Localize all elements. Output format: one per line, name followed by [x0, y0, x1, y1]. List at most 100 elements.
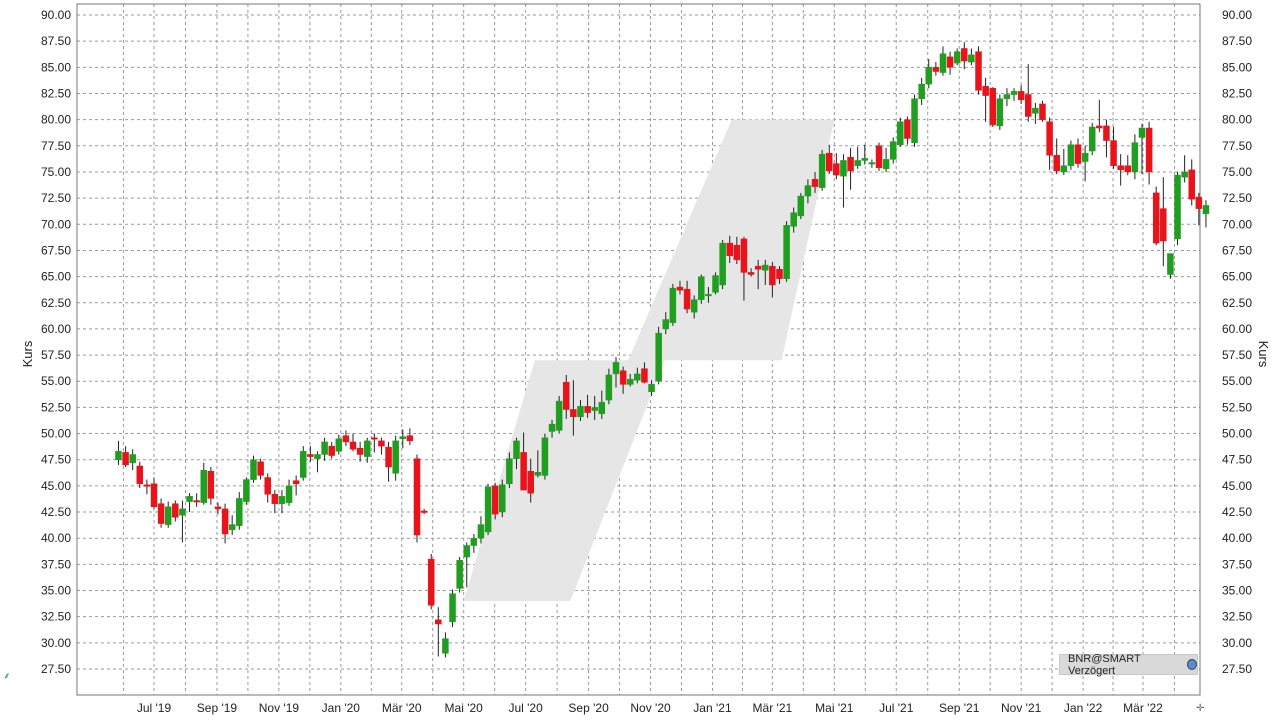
- candle-body: [1032, 107, 1039, 114]
- y-tick-label-left: 27.50: [41, 662, 71, 676]
- candle-body: [882, 159, 890, 170]
- candle-body: [1117, 165, 1124, 171]
- candle-body: [1124, 165, 1132, 173]
- candle-body: [506, 458, 513, 485]
- y-tick-label-left: 77.50: [41, 139, 71, 153]
- x-tick-label: Mär '21: [753, 701, 793, 715]
- y-tick-label-left: 47.50: [41, 453, 71, 467]
- x-tick-label: Jan '21: [693, 701, 732, 715]
- candle-body: [442, 638, 449, 654]
- candle-body: [1131, 142, 1139, 173]
- candle-body: [868, 162, 876, 165]
- candle-body: [1167, 253, 1174, 275]
- y-tick-label-left: 40.00: [41, 531, 71, 545]
- candle-body: [541, 437, 549, 476]
- candle-body: [634, 373, 641, 381]
- candle-body: [392, 440, 399, 474]
- y-tick-label-right: 30.00: [1222, 636, 1252, 650]
- candle-body: [1202, 205, 1210, 215]
- candle-body: [747, 272, 755, 275]
- candle-body: [847, 157, 854, 172]
- data-source-label: BNR@SMART Verzögert: [1068, 652, 1141, 677]
- y-axis-title-left: Kurs: [20, 340, 35, 367]
- candle-body: [1152, 192, 1160, 244]
- candle-body: [363, 440, 371, 457]
- candle-body: [172, 503, 179, 518]
- candle-body: [1110, 140, 1117, 166]
- x-tick-label: Sep '20: [568, 701, 609, 715]
- y-tick-label-left: 45.00: [41, 479, 71, 493]
- candle-body: [278, 496, 286, 504]
- candle-body: [818, 153, 826, 188]
- candle-body: [833, 163, 840, 176]
- y-tick-label-left: 32.50: [41, 610, 71, 624]
- candle-body: [1039, 103, 1046, 120]
- candle-body: [349, 441, 357, 450]
- candle-body: [122, 452, 129, 466]
- candle-body: [292, 480, 300, 485]
- y-tick-label-left: 67.50: [41, 243, 71, 257]
- candle-body: [420, 510, 428, 513]
- y-tick-label-right: 52.50: [1222, 400, 1252, 414]
- candle-body: [982, 85, 989, 96]
- y-tick-label-right: 42.50: [1222, 505, 1252, 519]
- candle-body: [1060, 165, 1068, 173]
- candle-body: [875, 145, 883, 169]
- candle-body: [811, 179, 819, 187]
- candle-body: [698, 276, 705, 300]
- candle-body: [776, 269, 783, 279]
- y-tick-label-left: 50.00: [41, 427, 71, 441]
- y-tick-label-left: 37.50: [41, 557, 71, 571]
- y-tick-label-right: 57.50: [1222, 348, 1252, 362]
- globe-icon: [1186, 659, 1197, 670]
- y-tick-label-right: 37.50: [1222, 557, 1252, 571]
- candle-body: [527, 470, 534, 494]
- candle-body: [683, 288, 691, 310]
- candle-body: [854, 160, 861, 166]
- candle-body: [285, 485, 293, 503]
- candle-body: [619, 370, 627, 385]
- candle-body: [996, 98, 1004, 127]
- candle-body: [726, 242, 733, 256]
- candle-body: [612, 362, 620, 375]
- candle-body: [378, 440, 385, 447]
- candle-body: [520, 452, 527, 491]
- x-tick-label: Sep '19: [197, 701, 238, 715]
- y-tick-label-right: 80.00: [1222, 113, 1252, 127]
- candle-body: [733, 244, 741, 261]
- candle-body: [356, 447, 364, 455]
- candle-body: [264, 477, 271, 495]
- x-tick-label: Jul '21: [879, 701, 914, 715]
- y-tick-label-left: 30.00: [41, 636, 71, 650]
- candle-body: [1103, 125, 1110, 141]
- y-tick-label-left: 35.00: [41, 584, 71, 598]
- y-tick-label-right: 47.50: [1222, 453, 1252, 467]
- candle-body: [200, 469, 208, 503]
- candle-body: [463, 545, 470, 558]
- y-tick-label-right: 40.00: [1222, 531, 1252, 545]
- candle-body: [648, 384, 655, 392]
- candle-body: [655, 332, 662, 382]
- candle-body: [207, 470, 215, 499]
- scroll-handle-icon[interactable]: ✛: [1196, 703, 1205, 714]
- candle-body: [740, 238, 748, 273]
- x-tick-label: Nov '20: [630, 701, 671, 715]
- y-tick-label-left: 85.00: [41, 60, 71, 74]
- candle-body: [321, 441, 328, 455]
- x-tick-label: Mär '20: [382, 701, 422, 715]
- candle-body: [1053, 154, 1060, 172]
- candle-body: [456, 559, 463, 589]
- y-tick-label-left: 80.00: [41, 113, 71, 127]
- candle-body: [136, 465, 144, 485]
- candle-body: [1188, 169, 1195, 200]
- candle-body: [300, 451, 307, 478]
- candle-body: [150, 483, 158, 508]
- y-tick-label-right: 32.50: [1222, 610, 1252, 624]
- candle-body: [513, 440, 520, 459]
- candle-body: [1096, 125, 1103, 129]
- tools-icon[interactable]: ⸙: [3, 671, 11, 682]
- candle-body: [1067, 144, 1075, 166]
- data-source-badge[interactable]: BNR@SMART Verzögert: [1059, 652, 1198, 677]
- candle-body: [555, 400, 563, 431]
- y-axis-title-right: Kurs: [1256, 341, 1271, 368]
